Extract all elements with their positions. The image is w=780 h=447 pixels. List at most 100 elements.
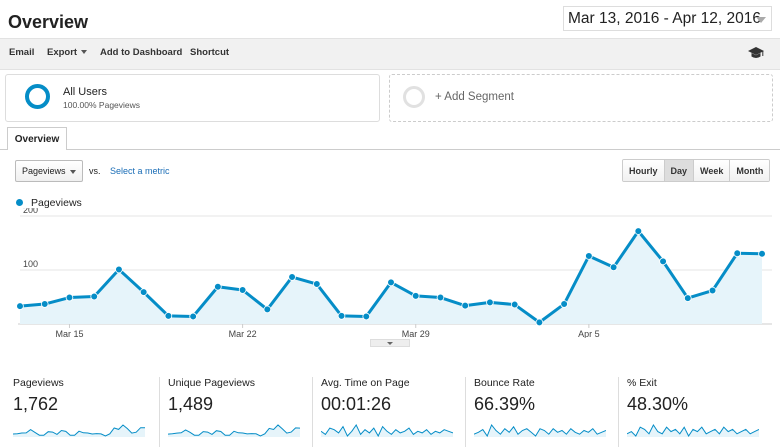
sparkline-area: [474, 425, 606, 437]
sparkline-area: [321, 425, 453, 437]
metric-select-value: Pageviews: [22, 166, 66, 176]
data-point-mar-26: [337, 312, 346, 320]
data-point-mar-14: [40, 300, 49, 308]
graduation-cap-icon[interactable]: [748, 46, 764, 60]
scorecard-exit[interactable]: % Exit 48.30%: [618, 377, 770, 447]
data-point-mar-18: [139, 288, 148, 296]
scorecard-row: Pageviews 1,762 Unique Pageviews 1,489 Avg. …: [0, 365, 780, 447]
scorecard-avg-time-on-page[interactable]: Avg. Time on Page 00:01:26: [312, 377, 464, 447]
shortcut-button[interactable]: Shortcut: [190, 47, 230, 58]
scorecard-label: Unique Pageviews: [168, 377, 255, 389]
tab-overview[interactable]: Overview: [7, 127, 67, 150]
y-tick-label: 200: [23, 208, 38, 215]
caret-down-icon: [81, 50, 88, 54]
export-label: Export: [47, 47, 78, 58]
date-range-picker[interactable]: Mar 13, 2016 - Apr 12, 2016: [563, 6, 772, 31]
sparkline-line: [13, 424, 145, 437]
data-point-mar-30: [436, 293, 445, 302]
data-point-mar-29: [411, 292, 420, 300]
tab-divider: [0, 149, 780, 150]
data-point-mar-20: [189, 312, 197, 321]
chart-collapse-handle[interactable]: [370, 339, 410, 347]
data-point-mar-31: [461, 301, 470, 310]
data-point-mar-25: [312, 280, 321, 288]
scorecard-label: Avg. Time on Page: [321, 377, 410, 389]
x-tick-label: Mar 29: [402, 329, 430, 338]
scorecard-bounce-rate[interactable]: Bounce Rate 66.39%: [465, 377, 617, 447]
data-point-apr-3: [535, 318, 544, 327]
sparkline-line: [627, 424, 759, 437]
legend-label: Pageviews: [31, 197, 82, 209]
data-point-mar-22: [238, 286, 247, 294]
granularity-toggle: Hourly Day Week Month: [622, 159, 771, 182]
metric-select[interactable]: Pageviews: [15, 160, 83, 182]
x-tick-label: Mar 15: [55, 329, 83, 338]
scorecard-value: 00:01:26: [321, 394, 392, 414]
segment-subtitle: 100.00% Pageviews: [63, 100, 141, 110]
sparkline: [627, 424, 759, 437]
granularity-day-button[interactable]: Day: [663, 160, 694, 181]
segment-all-users[interactable]: All Users 100.00% Pageviews: [5, 74, 380, 122]
caret-down-icon: [70, 170, 76, 174]
export-button[interactable]: Export: [47, 47, 88, 58]
data-point-apr-2: [510, 300, 519, 309]
scorecard-value: 66.39%: [474, 394, 536, 414]
caret-down-icon: [387, 342, 393, 345]
data-point-apr-8: [659, 257, 667, 266]
data-point-mar-16: [90, 292, 98, 301]
data-point-mar-19: [164, 312, 173, 320]
data-point-mar-23: [263, 305, 272, 314]
granularity-week-button[interactable]: Week: [693, 160, 730, 181]
series-area: [20, 231, 762, 324]
data-point-mar-15: [65, 293, 74, 302]
segment-ring-icon: [25, 84, 50, 109]
scorecard-pageviews[interactable]: Pageviews 1,762: [5, 377, 157, 447]
y-tick-label: 100: [23, 259, 38, 269]
sparkline-line: [474, 424, 606, 437]
segment-name: All Users: [63, 86, 108, 98]
pageviews-chart: 100 200 Mar 15 Mar 22 Mar 29 Apr 5: [16, 208, 772, 338]
data-point-apr-6: [609, 263, 618, 272]
report-toolbar: [0, 38, 780, 70]
x-tick-label: Apr 5: [578, 329, 600, 338]
vs-label: vs.: [89, 166, 101, 176]
data-point-apr-11: [733, 249, 742, 258]
scorecard-value: 48.30%: [627, 394, 689, 414]
data-point-apr-4: [560, 300, 568, 308]
granularity-month-button[interactable]: Month: [729, 160, 770, 181]
sparkline: [13, 424, 145, 437]
data-point-apr-5: [585, 252, 593, 260]
add-segment-card[interactable]: + Add Segment: [389, 74, 773, 122]
x-tick-label: Mar 22: [229, 329, 257, 338]
chevron-down-icon: [756, 17, 766, 23]
data-point-mar-24: [288, 273, 296, 281]
data-point-apr-1: [486, 298, 494, 307]
date-range-label: Mar 13, 2016 - Apr 12, 2016: [568, 10, 762, 27]
page-title: Overview: [8, 12, 89, 32]
sparkline-area: [627, 425, 759, 437]
data-point-apr-9: [683, 294, 692, 302]
data-point-mar-27: [362, 312, 371, 321]
scorecard-label: Pageviews: [13, 377, 64, 389]
scorecard-label: Bounce Rate: [474, 377, 535, 389]
data-point-apr-12: [758, 249, 766, 258]
data-point-mar-28: [387, 278, 395, 287]
data-point-apr-10: [708, 286, 717, 295]
email-button[interactable]: Email: [9, 47, 35, 58]
sparkline: [168, 424, 300, 437]
sparkline-line: [321, 424, 453, 437]
scorecard-unique-pageviews[interactable]: Unique Pageviews 1,489: [159, 377, 311, 447]
scorecard-label: % Exit: [627, 377, 657, 389]
sparkline: [321, 424, 453, 437]
scorecard-value: 1,762: [13, 394, 59, 414]
granularity-hourly-button[interactable]: Hourly: [623, 160, 664, 181]
empty-segment-ring-icon: [403, 86, 425, 108]
select-metric-link[interactable]: Select a metric: [110, 166, 170, 176]
data-point-apr-7: [634, 227, 643, 235]
data-point-mar-17: [115, 265, 123, 274]
scorecard-value: 1,489: [168, 394, 214, 414]
add-segment-label: + Add Segment: [435, 91, 514, 103]
data-point-mar-21: [214, 282, 222, 291]
add-to-dashboard-button[interactable]: Add to Dashboard: [100, 47, 183, 58]
legend-dot-icon: [16, 199, 23, 206]
